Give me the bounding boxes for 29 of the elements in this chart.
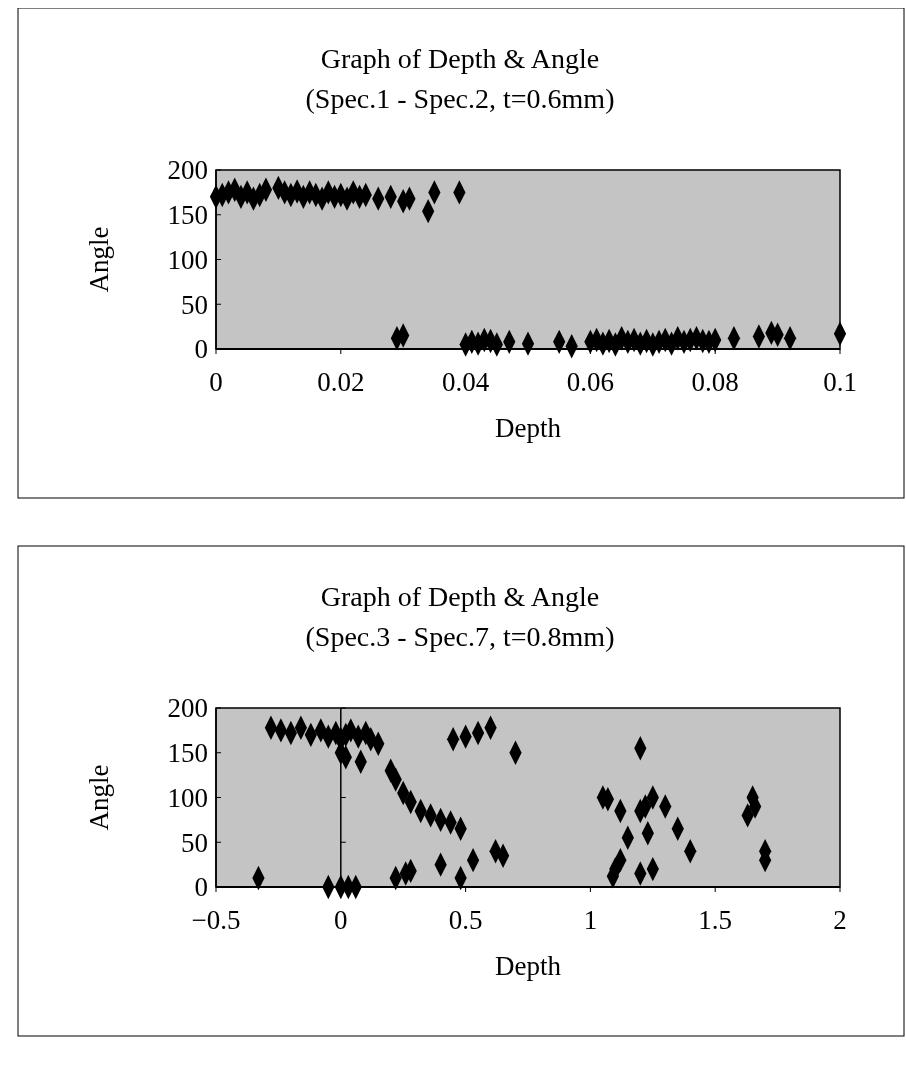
y-tick-label: 50 [181,827,208,858]
chart-subtitle: (Spec.3 - Spec.7, t=0.8mm) [305,621,615,652]
y-tick-label: 150 [167,200,208,231]
y-tick-label: 150 [167,738,208,769]
y-tick-label: 100 [167,782,208,813]
x-axis-title: Depth [495,413,562,443]
x-tick-label: 0.04 [441,367,490,397]
x-tick-label: 0.1 [823,367,857,397]
x-tick-label: 0.02 [317,367,365,397]
y-tick-label: 0 [194,872,208,903]
x-tick-label: −0.5 [191,905,241,935]
chart-title: Graph of Depth & Angle [320,581,600,612]
y-axis-title: Angle [84,764,114,831]
y-tick-label: 0 [194,334,208,365]
chart-title: Graph of Depth & Angle [320,43,600,74]
y-axis-title: Angle [84,226,114,293]
y-tick-label: 100 [167,244,208,275]
x-tick-label: 1 [583,905,598,935]
x-axis-title: Depth [495,951,562,981]
x-tick-label: 2 [833,905,847,935]
y-tick-label: 200 [167,155,208,186]
x-tick-label: 1.5 [698,905,733,935]
x-tick-label: 0.06 [566,367,615,397]
x-tick-label: 0.5 [448,905,483,935]
chart-subtitle: (Spec.1 - Spec.2, t=0.6mm) [305,83,615,114]
x-tick-label: 0.08 [691,367,739,397]
x-tick-label: 0 [334,905,348,935]
y-tick-label: 200 [167,693,208,724]
y-tick-label: 50 [181,289,208,320]
